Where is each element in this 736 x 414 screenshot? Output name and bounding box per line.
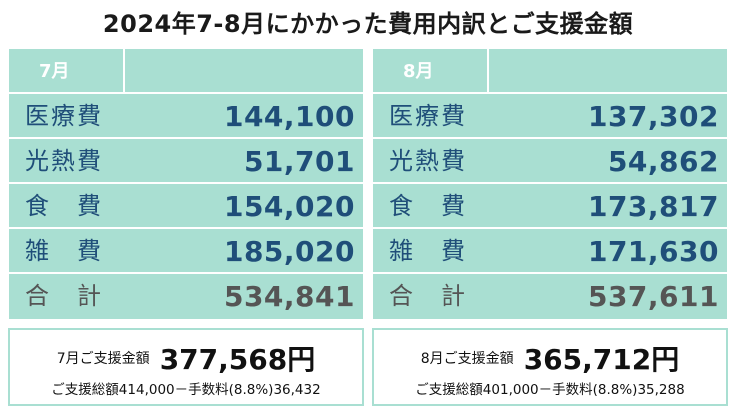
support-label: 8月ご支援金額 <box>420 351 514 367</box>
row-value: 154,020 <box>223 190 355 223</box>
month-label: 7月 <box>9 49 125 92</box>
july-cost-table: 7月 医療費 144,100 光熱費 51,701 食 費 154,020 雑 … <box>8 48 364 320</box>
support-amount: 365,712円 <box>523 343 680 376</box>
total-value: 537,611 <box>587 280 719 313</box>
support-label: 7月ご支援金額 <box>56 351 150 367</box>
table-total-row: 合 計 534,841 <box>9 274 363 319</box>
row-value: 171,630 <box>587 235 719 268</box>
total-label: 合 計 <box>25 282 103 310</box>
table-row: 医療費 137,302 <box>373 94 727 139</box>
row-label: 医療費 <box>389 102 467 130</box>
august-cost-table: 8月 医療費 137,302 光熱費 54,862 食 費 173,817 雑 … <box>372 48 728 320</box>
row-value: 54,862 <box>607 145 719 178</box>
support-amount-line: 8月ご支援金額 365,712円 <box>374 338 726 376</box>
row-label: 雑 費 <box>25 237 103 265</box>
table-row: 医療費 144,100 <box>9 94 363 139</box>
row-value: 137,302 <box>587 100 719 133</box>
row-label: 食 費 <box>389 192 467 220</box>
row-label: 食 費 <box>25 192 103 220</box>
page-title: 2024年7-8月にかかった費用内訳とご支援金額 <box>102 10 634 38</box>
row-label: 光熱費 <box>25 147 103 175</box>
support-amount-line: 7月ご支援金額 377,568円 <box>10 338 362 376</box>
row-value: 185,020 <box>223 235 355 268</box>
row-value: 144,100 <box>223 100 355 133</box>
july-support-summary: 7月ご支援金額 377,568円 ご支援総額414,000－手数料(8.8%)36… <box>8 328 364 406</box>
row-label: 雑 費 <box>389 237 467 265</box>
august-support-summary: 8月ご支援金額 365,712円 ご支援総額401,000－手数料(8.8%)35… <box>372 328 728 406</box>
table-total-row: 合 計 537,611 <box>373 274 727 319</box>
table-header-row: 8月 <box>373 49 727 94</box>
table-row: 光熱費 51,701 <box>9 139 363 184</box>
row-label: 光熱費 <box>389 147 467 175</box>
month-label: 8月 <box>373 49 489 92</box>
table-row: 食 費 154,020 <box>9 184 363 229</box>
table-row: 雑 費 171,630 <box>373 229 727 274</box>
support-amount: 377,568円 <box>159 343 316 376</box>
table-row: 雑 費 185,020 <box>9 229 363 274</box>
row-value: 51,701 <box>243 145 355 178</box>
support-detail: ご支援総額414,000－手数料(8.8%)36,432 <box>51 382 321 398</box>
total-label: 合 計 <box>389 282 467 310</box>
row-value: 173,817 <box>587 190 719 223</box>
table-header-row: 7月 <box>9 49 363 94</box>
support-detail: ご支援総額401,000－手数料(8.8%)35,288 <box>415 382 685 398</box>
total-value: 534,841 <box>223 280 355 313</box>
table-row: 光熱費 54,862 <box>373 139 727 184</box>
table-row: 食 費 173,817 <box>373 184 727 229</box>
row-label: 医療費 <box>25 102 103 130</box>
